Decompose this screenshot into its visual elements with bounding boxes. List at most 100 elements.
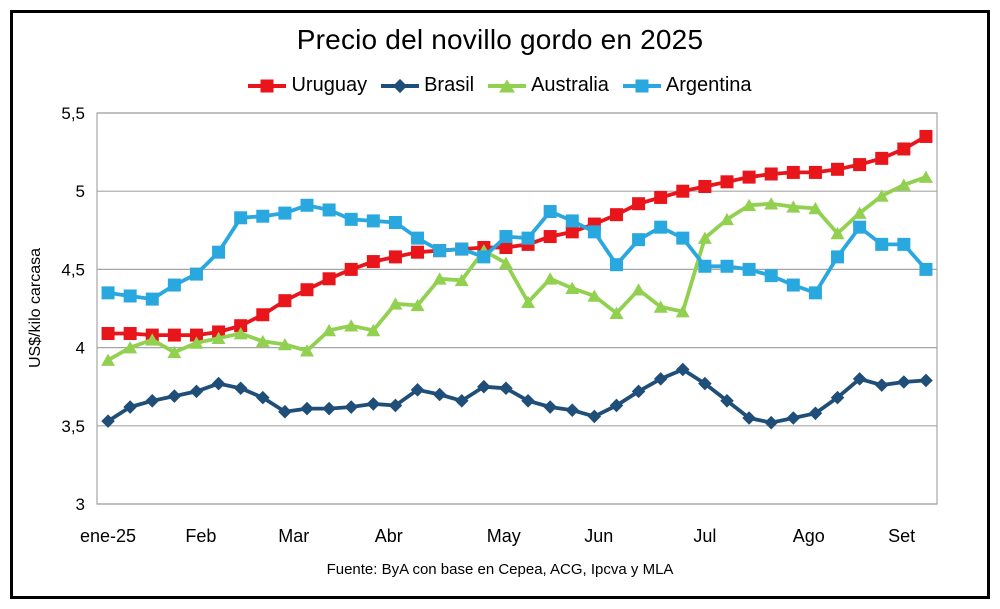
data-point-triangle	[653, 300, 668, 313]
data-point-square	[411, 245, 425, 259]
data-point-triangle	[565, 281, 580, 294]
data-point-diamond	[852, 372, 867, 386]
data-point-diamond	[609, 398, 624, 413]
x-tick-label: Set	[888, 526, 915, 546]
legend-item-australia: Australia	[488, 74, 609, 97]
data-point-square	[300, 198, 314, 212]
data-point-square	[477, 250, 491, 264]
x-tick-label: Abr	[375, 526, 403, 546]
data-point-diamond	[454, 393, 469, 408]
data-point-square	[300, 283, 314, 297]
data-point-square	[366, 214, 380, 228]
data-point-square	[123, 289, 137, 303]
data-point-triangle	[388, 297, 403, 310]
data-point-triangle	[896, 178, 911, 191]
data-point-diamond	[521, 393, 535, 408]
data-point-square	[853, 158, 867, 172]
data-point-square	[897, 142, 911, 156]
legend-label: Argentina	[665, 74, 752, 96]
data-point-diamond	[919, 373, 933, 388]
data-point-diamond	[145, 393, 160, 408]
data-point-square	[543, 205, 557, 219]
chart-legend: Uruguay Brasil Australia Argentina	[0, 74, 1000, 97]
data-point-square	[234, 319, 248, 333]
data-point-square	[609, 208, 623, 222]
uruguay-square-marker-icon	[248, 76, 287, 96]
y-tick-label: 5	[76, 182, 85, 201]
data-point-square	[808, 165, 822, 179]
legend-label: Australia	[531, 74, 609, 96]
data-point-square	[344, 212, 358, 226]
data-point-square	[875, 151, 889, 165]
data-point-triangle	[918, 170, 933, 183]
data-point-triangle	[189, 336, 204, 349]
data-point-diamond	[786, 411, 801, 425]
data-point-triangle	[543, 272, 558, 285]
data-point-square	[366, 255, 380, 269]
x-tick-label: Jul	[693, 526, 716, 546]
data-point-diamond	[167, 389, 182, 403]
y-tick-label: 4	[76, 339, 85, 358]
data-point-triangle	[675, 305, 690, 318]
data-point-diamond	[211, 376, 226, 391]
data-point-diamond	[499, 381, 513, 396]
data-point-square	[278, 206, 292, 220]
y-tick-label: 3,5	[61, 417, 85, 436]
data-point-square	[101, 327, 115, 341]
data-point-square	[742, 170, 756, 184]
data-point-square	[587, 225, 601, 239]
legend-item-brasil: Brasil	[381, 74, 474, 97]
data-point-square	[256, 308, 270, 322]
data-point-square	[521, 231, 535, 245]
data-point-diamond	[565, 403, 580, 417]
data-point-square	[212, 245, 226, 259]
data-point-triangle	[233, 327, 248, 340]
data-point-triangle	[167, 345, 182, 359]
data-point-diamond	[233, 381, 248, 396]
data-point-triangle	[609, 306, 624, 319]
data-point-square	[676, 231, 690, 245]
data-point-diamond	[764, 415, 778, 430]
data-point-square	[322, 203, 336, 217]
source-note: Fuente: ByA con base en Cepea, ACG, Ipcv…	[326, 561, 674, 578]
x-axis-tick-labels: ene-25 Feb Mar Abr May Jun Jul Ago Set	[80, 526, 915, 546]
australia-triangle-marker-icon	[488, 76, 527, 96]
x-tick-label: ene-25	[80, 526, 136, 546]
data-point-square	[565, 214, 579, 228]
data-point-triangle	[454, 273, 469, 287]
x-tick-label: Ago	[793, 526, 825, 546]
data-point-triangle	[521, 295, 536, 309]
data-point-square	[786, 278, 800, 292]
data-point-diamond	[698, 376, 712, 391]
data-point-triangle	[498, 256, 513, 269]
data-point-square	[344, 262, 358, 276]
data-point-triangle	[277, 337, 292, 351]
data-point-square	[919, 129, 933, 143]
data-point-square	[853, 220, 867, 234]
data-point-triangle	[410, 298, 425, 312]
data-point-diamond	[366, 397, 381, 411]
data-point-diamond	[322, 401, 336, 416]
data-point-triangle	[123, 341, 138, 354]
data-point-triangle	[808, 201, 823, 215]
data-point-triangle	[322, 323, 337, 337]
data-point-triangle	[366, 323, 381, 337]
x-tick-label: May	[487, 526, 521, 546]
data-point-triangle	[300, 344, 314, 357]
data-point-diamond	[477, 379, 491, 394]
data-point-square	[189, 328, 203, 342]
data-point-triangle	[101, 353, 116, 366]
data-point-square	[632, 197, 646, 211]
data-point-square	[189, 267, 203, 281]
data-point-diamond	[676, 362, 690, 377]
legend-item-argentina: Argentina	[622, 74, 752, 97]
legend-item-uruguay: Uruguay	[248, 74, 367, 97]
data-point-square	[698, 180, 712, 194]
y-axis-title: US$/kilo carcasa	[27, 247, 44, 369]
argentina-square-marker-icon	[622, 76, 661, 96]
x-tick-label: Mar	[278, 526, 309, 546]
plot-area-border	[96, 112, 938, 505]
data-point-diamond	[808, 406, 823, 421]
y-tick-label: 4,5	[61, 260, 85, 279]
